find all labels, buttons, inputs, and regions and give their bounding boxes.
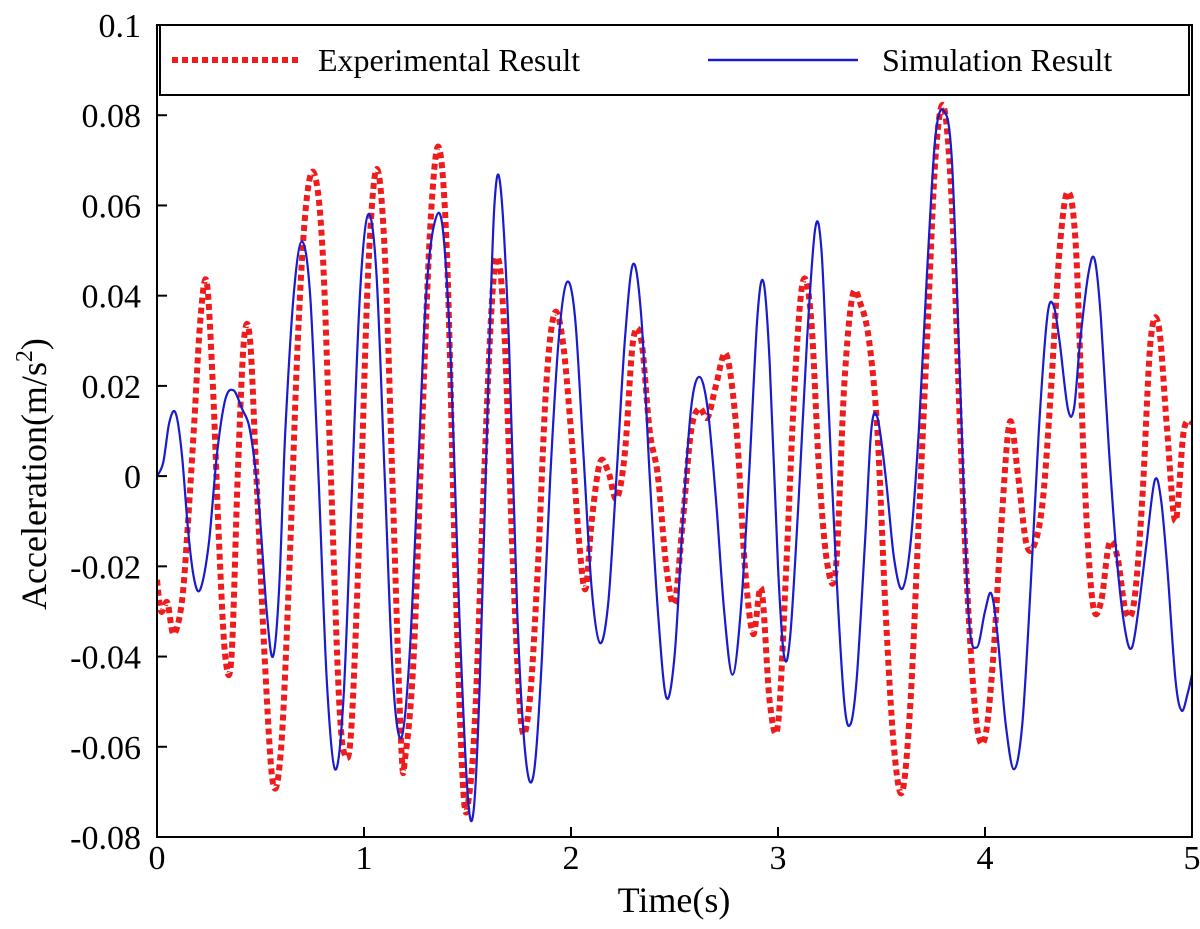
plot-frame: [156, 24, 1193, 838]
y-tick-label: -0.02: [70, 549, 141, 586]
ticks-layer: 0 1 2 3 4 5 -0.08 -0.06 -0.04 -0.02 0 0.02 0.04 0.06 0…: [70, 8, 1200, 877]
x-tick-label: 3: [770, 840, 787, 877]
y-tick-label: 0.08: [82, 98, 142, 135]
y-tick-label: -0.04: [70, 640, 141, 677]
y-axis-title: Acceleration(m/s2): [12, 338, 54, 610]
x-tick-label: 1: [356, 840, 373, 877]
y-tick-label: 0.06: [82, 188, 142, 225]
x-tick-label: 0: [149, 840, 166, 877]
series-simulation-line: [157, 108, 1192, 823]
y-tick-label: -0.06: [70, 730, 141, 767]
y-tick-label: 0.02: [82, 369, 142, 406]
legend-label-simulation: Simulation Result: [882, 42, 1112, 78]
y-tick-label: -0.08: [70, 820, 141, 857]
x-tick-label: 2: [563, 840, 580, 877]
y-tick-label: 0.1: [99, 8, 142, 45]
y-axis-title-close: ): [14, 338, 54, 350]
x-tick-label: 4: [977, 840, 994, 877]
y-axis-title-superscript: 2: [12, 350, 38, 362]
y-tick-label: 0: [124, 459, 141, 496]
legend-label-experimental: Experimental Result: [318, 42, 580, 78]
legend: Experimental Result Simulation Result: [159, 24, 1190, 96]
x-axis-title: Time(s): [618, 880, 731, 920]
legend-box: [159, 24, 1190, 96]
y-tick-label: 0.04: [82, 279, 142, 316]
series-layer: [157, 101, 1192, 823]
y-axis-title-main: Acceleration(m/s: [14, 362, 54, 610]
x-tick-label: 5: [1184, 840, 1200, 877]
